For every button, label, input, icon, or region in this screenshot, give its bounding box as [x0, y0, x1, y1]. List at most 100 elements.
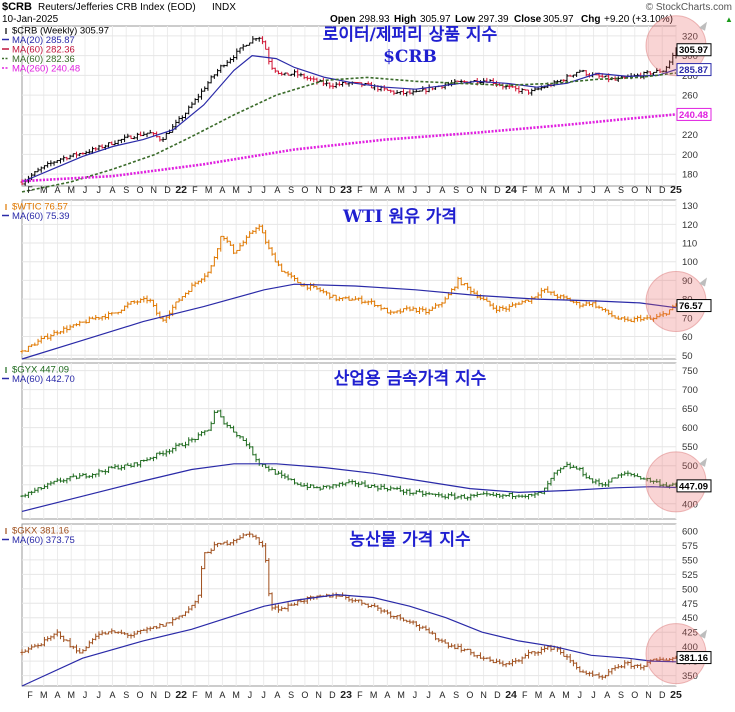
x-tick-label: A [274, 185, 280, 195]
chg-arrow-icon: ▲ [725, 15, 733, 24]
close-label: Close [514, 14, 542, 25]
y-tick-label: 550 [682, 555, 698, 566]
header-symbol: $CRB [2, 1, 32, 13]
x-tick-label: J [261, 185, 266, 195]
x-tick-label: D [329, 690, 336, 700]
x-tick-label: M [370, 185, 378, 195]
x-tick-label: F [192, 690, 198, 700]
x-tick-label: J [248, 690, 253, 700]
x-tick-label: M [67, 185, 75, 195]
open-value: 298.93 [359, 14, 390, 25]
x-tick-label: J [96, 185, 101, 195]
y-tick-label: 130 [682, 201, 698, 212]
x-tick-label: S [123, 690, 129, 700]
x-tick-label: S [288, 690, 294, 700]
x-tick-label: N [150, 185, 157, 195]
panel-frame [22, 26, 676, 186]
x-tick-label: M [397, 690, 405, 700]
x-tick-label: S [618, 690, 624, 700]
y-tick-label: 200 [682, 150, 698, 161]
x-tick-label: M [205, 690, 213, 700]
legend-entry: MA(260) 240.48 [12, 64, 80, 75]
x-tick-label: S [453, 185, 459, 195]
x-tick-label: D [494, 185, 501, 195]
x-tick-label: O [301, 185, 308, 195]
y-tick-label: 650 [682, 404, 698, 415]
watermark: © StockCharts.com [646, 2, 732, 13]
x-tick-label: N [480, 690, 487, 700]
y-tick-label: 525 [682, 570, 698, 581]
x-tick-label: A [604, 690, 610, 700]
open-label: Open [330, 14, 356, 25]
x-tick-label: A [604, 185, 610, 195]
x-tick-label: N [315, 185, 322, 195]
x-tick-label: D [164, 690, 171, 700]
x-tick-label: D [494, 690, 501, 700]
x-tick-label: 23 [340, 689, 352, 701]
x-tick-label: A [439, 185, 445, 195]
panel-subtitle: $CRB [383, 47, 437, 67]
x-tick-label: F [27, 690, 33, 700]
x-tick-label: J [413, 185, 418, 195]
header-date: 10-Jan-2025 [2, 14, 59, 25]
y-tick-label: 100 [682, 257, 698, 268]
x-tick-label: J [83, 185, 88, 195]
y-tick-label: 750 [682, 366, 698, 377]
y-tick-label: 600 [682, 423, 698, 434]
x-tick-label: M [67, 690, 75, 700]
y-tick-label: 575 [682, 541, 698, 552]
y-tick-label: 180 [682, 170, 698, 181]
chg-label: Chg [581, 14, 600, 25]
x-tick-label: N [150, 690, 157, 700]
x-tick-label: S [453, 690, 459, 700]
legend-entry: MA(60) 442.70 [12, 374, 75, 385]
x-tick-label: O [136, 690, 143, 700]
x-tick-label: M [370, 690, 378, 700]
x-tick-label: A [219, 185, 225, 195]
x-tick-label: J [578, 690, 583, 700]
low-value: 297.39 [478, 14, 509, 25]
y-tick-label: 550 [682, 442, 698, 453]
header-name: Reuters/Jefferies CRB Index (EOD) [38, 2, 196, 13]
y-tick-label: 110 [682, 239, 697, 250]
x-tick-label: A [109, 185, 115, 195]
x-tick-label: F [27, 185, 33, 195]
close-value: 305.97 [543, 14, 574, 25]
x-tick-label: O [301, 690, 308, 700]
x-tick-label: A [219, 690, 225, 700]
y-tick-label: 475 [682, 599, 698, 610]
panel-crb: 180200220240260280300320305.97285.87240.… [2, 16, 711, 192]
x-tick-label: M [232, 690, 240, 700]
x-tick-label: M [40, 690, 48, 700]
x-tick-label: D [659, 690, 666, 700]
x-tick-label: M [562, 690, 570, 700]
x-tick-label: O [631, 690, 638, 700]
high-label: High [394, 14, 416, 25]
x-tick-label: F [357, 185, 363, 195]
x-tick-label: M [205, 185, 213, 195]
x-tick-label: M [40, 185, 48, 195]
x-tick-label: A [274, 690, 280, 700]
x-tick-label: F [522, 185, 528, 195]
price-label-text: 381.16 [679, 653, 708, 664]
legend-entry: MA(60) 373.75 [12, 535, 75, 546]
x-tick-label: M [232, 185, 240, 195]
y-tick-label: 500 [682, 584, 698, 595]
y-tick-label: 60 [682, 332, 693, 343]
legend-entry: MA(60) 75.39 [12, 211, 70, 222]
x-tick-label: J [591, 690, 596, 700]
x-tick-label: F [192, 185, 198, 195]
x-tick-label: S [618, 185, 624, 195]
x-tick-label: D [329, 185, 336, 195]
x-tick-label: 25 [670, 689, 682, 701]
y-tick-label: 220 [682, 130, 698, 141]
x-tick-label: A [54, 185, 60, 195]
price-label: 76.57 [677, 300, 711, 313]
x-tick-label: S [288, 185, 294, 195]
price-label: 305.97 [677, 44, 711, 57]
x-tick-label: F [522, 690, 528, 700]
panel-gkx: 350375400425450475500525550575600381.16$… [2, 524, 711, 686]
panel-title: WTI 원유 가격 [342, 207, 457, 227]
